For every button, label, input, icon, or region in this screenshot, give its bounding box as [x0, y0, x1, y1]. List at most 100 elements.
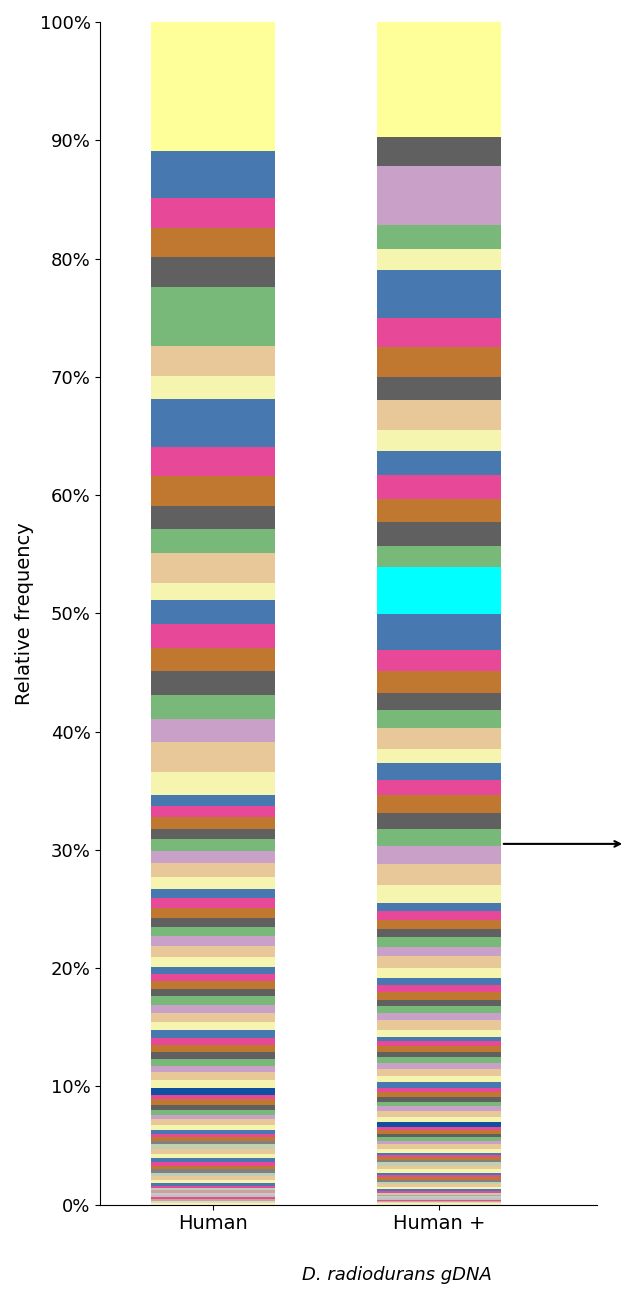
Bar: [151, 1005, 275, 1013]
Bar: [377, 1076, 501, 1081]
Bar: [151, 1169, 275, 1172]
Bar: [151, 888, 275, 899]
Bar: [377, 1042, 501, 1046]
Bar: [151, 1125, 275, 1130]
Bar: [377, 1175, 501, 1177]
Bar: [151, 553, 275, 582]
Bar: [151, 771, 275, 795]
Bar: [377, 167, 501, 226]
Bar: [151, 447, 275, 476]
Bar: [151, 1088, 275, 1095]
Bar: [377, 451, 501, 474]
Bar: [377, 1106, 501, 1112]
Bar: [151, 989, 275, 996]
Bar: [377, 1130, 501, 1134]
Bar: [151, 1080, 275, 1088]
Bar: [151, 926, 275, 936]
Bar: [377, 1152, 501, 1155]
Bar: [377, 318, 501, 347]
Bar: [151, 286, 275, 346]
Bar: [377, 1063, 501, 1068]
Bar: [151, 1180, 275, 1184]
Bar: [377, 545, 501, 568]
Bar: [377, 1088, 501, 1092]
Bar: [151, 982, 275, 989]
Bar: [151, 851, 275, 863]
Bar: [151, 1100, 275, 1105]
Bar: [377, 271, 501, 318]
Bar: [151, 946, 275, 958]
Bar: [151, 1114, 275, 1120]
Bar: [151, 582, 275, 600]
Bar: [377, 1101, 501, 1106]
Bar: [377, 1037, 501, 1042]
Bar: [377, 1112, 501, 1117]
Bar: [377, 1122, 501, 1126]
Bar: [377, 1187, 501, 1189]
Bar: [377, 781, 501, 795]
Bar: [377, 886, 501, 903]
Bar: [151, 719, 275, 742]
Bar: [151, 1176, 275, 1180]
Bar: [151, 346, 275, 376]
Bar: [377, 992, 501, 1000]
Bar: [151, 530, 275, 553]
Bar: [151, 1105, 275, 1110]
Bar: [151, 1162, 275, 1166]
Bar: [377, 912, 501, 920]
Bar: [377, 813, 501, 829]
Bar: [377, 1172, 501, 1175]
Text: D. radiodurans gDNA: D. radiodurans gDNA: [302, 1265, 492, 1284]
Bar: [151, 476, 275, 506]
Bar: [377, 1160, 501, 1162]
Bar: [151, 695, 275, 719]
Bar: [377, 937, 501, 947]
Bar: [151, 1013, 275, 1022]
Bar: [377, 1180, 501, 1183]
Bar: [377, 1092, 501, 1097]
Bar: [377, 1184, 501, 1187]
Bar: [151, 863, 275, 876]
Bar: [151, 0, 275, 151]
Bar: [151, 1166, 275, 1169]
Bar: [377, 1020, 501, 1030]
Bar: [377, 650, 501, 671]
Bar: [151, 1184, 275, 1185]
Bar: [151, 1134, 275, 1137]
Bar: [151, 376, 275, 399]
Bar: [377, 846, 501, 865]
Y-axis label: Relative frequency: Relative frequency: [15, 522, 34, 704]
Bar: [151, 198, 275, 227]
Bar: [151, 600, 275, 624]
Bar: [151, 624, 275, 648]
Bar: [377, 1193, 501, 1194]
Bar: [377, 1081, 501, 1088]
Bar: [377, 137, 501, 167]
Bar: [377, 1013, 501, 1020]
Bar: [377, 749, 501, 763]
Bar: [151, 996, 275, 1005]
Bar: [151, 1059, 275, 1066]
Bar: [151, 899, 275, 908]
Bar: [151, 506, 275, 530]
Bar: [377, 920, 501, 929]
Bar: [377, 1126, 501, 1130]
Bar: [151, 1200, 275, 1201]
Bar: [377, 1097, 501, 1101]
Bar: [151, 1197, 275, 1200]
Bar: [151, 1072, 275, 1080]
Bar: [377, 763, 501, 781]
Bar: [151, 1053, 275, 1059]
Bar: [151, 1038, 275, 1045]
Bar: [377, 1141, 501, 1144]
Bar: [151, 967, 275, 974]
Bar: [377, 401, 501, 430]
Bar: [151, 1148, 275, 1154]
Bar: [151, 1110, 275, 1114]
Bar: [151, 1066, 275, 1072]
Bar: [377, 1166, 501, 1169]
Bar: [151, 648, 275, 671]
Bar: [151, 1159, 275, 1162]
Bar: [151, 1188, 275, 1190]
Bar: [377, 957, 501, 968]
